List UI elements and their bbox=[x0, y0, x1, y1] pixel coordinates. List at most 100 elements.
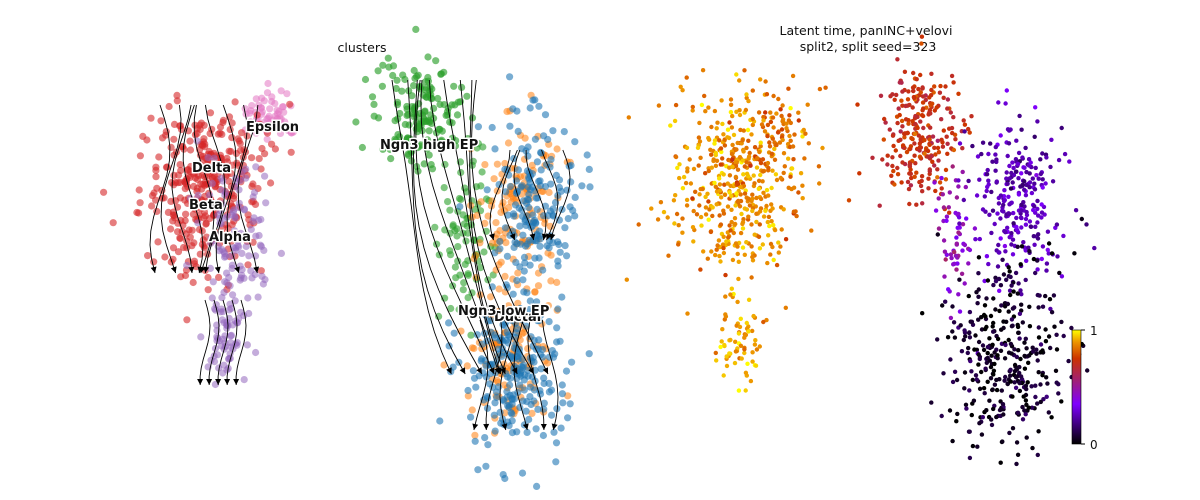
latent-point-left bbox=[786, 86, 791, 91]
latent-point-upper bbox=[878, 93, 884, 99]
latent-point-upper bbox=[921, 125, 926, 131]
cell-point-ngn3-high-ep bbox=[410, 66, 418, 75]
latent-point-bottom bbox=[987, 336, 992, 341]
latent-point-bottom bbox=[976, 362, 981, 367]
latent-point-band bbox=[1023, 145, 1028, 151]
cluster-label-ductal: Ductal bbox=[494, 310, 541, 325]
latent-point-band bbox=[985, 184, 990, 190]
cell-point-ngn3-high-ep bbox=[408, 92, 416, 100]
latent-point-left bbox=[756, 110, 762, 115]
latent-point-left bbox=[719, 195, 724, 200]
latent-point-upper bbox=[903, 103, 908, 109]
latent-point-left bbox=[687, 157, 692, 162]
latent-point-upper bbox=[900, 160, 905, 165]
cell-point-ductal bbox=[553, 324, 561, 332]
cell-point-ductal bbox=[531, 135, 540, 143]
latent-point-left bbox=[677, 175, 682, 181]
cell-point-ductal bbox=[535, 336, 543, 344]
latent-point-left bbox=[788, 120, 793, 126]
latent-point-bottom bbox=[1007, 269, 1012, 274]
latent-point-left bbox=[721, 211, 727, 216]
latent-point-left bbox=[672, 118, 678, 124]
latent-point-left bbox=[751, 173, 756, 178]
latent-point-upper bbox=[906, 186, 912, 192]
cell-point-ngn3-low-ep bbox=[489, 303, 497, 311]
latent-point-bottom bbox=[994, 387, 1000, 393]
cell-point-ngn3-low-ep bbox=[495, 285, 503, 293]
cell-point-delta bbox=[163, 163, 171, 171]
latent-point-connector bbox=[956, 230, 961, 235]
latent-point-left bbox=[733, 221, 738, 227]
latent-point-left bbox=[778, 175, 783, 181]
latent-point-bottom bbox=[993, 307, 998, 312]
latent-point-left bbox=[729, 207, 734, 212]
latent-point-upper bbox=[889, 173, 894, 178]
latent-point-left bbox=[767, 144, 773, 149]
latent-point-left bbox=[698, 214, 704, 220]
latent-point-left bbox=[677, 162, 682, 167]
latent-point-bottom bbox=[992, 382, 998, 387]
latent-point-bottom bbox=[983, 366, 988, 371]
cell-point-ngn3-low-ep bbox=[544, 359, 552, 367]
streamline-arrowhead bbox=[541, 233, 548, 240]
cell-point-alpha bbox=[208, 294, 216, 302]
latent-point-left bbox=[757, 344, 762, 349]
cell-point-beta bbox=[257, 267, 265, 275]
cell-point-ductal bbox=[511, 333, 519, 341]
streamline-ductal bbox=[501, 149, 518, 241]
latent-point-bottom bbox=[1036, 325, 1042, 330]
cell-point-epsilon bbox=[288, 129, 296, 137]
latent-point-left bbox=[685, 311, 690, 316]
latent-point-bottom bbox=[965, 350, 970, 356]
latent-point-bottom bbox=[1012, 347, 1017, 352]
cell-point-ductal bbox=[566, 400, 574, 408]
latent-point-bottom bbox=[1015, 410, 1021, 415]
latent-point-upper bbox=[895, 57, 900, 62]
cell-point-ngn3-high-ep bbox=[387, 155, 395, 163]
latent-point-left bbox=[724, 239, 729, 244]
latent-point-band bbox=[1001, 198, 1007, 204]
latent-point-bottom bbox=[1054, 347, 1060, 352]
latent-point-bottom bbox=[1029, 384, 1034, 389]
latent-point-left bbox=[846, 198, 852, 203]
cell-point-alpha bbox=[250, 188, 259, 197]
latent-point-bottom bbox=[977, 356, 982, 362]
latent-point-left bbox=[752, 145, 758, 150]
cell-point-ngn3-high-ep bbox=[398, 87, 406, 95]
cell-point-ductal bbox=[560, 128, 568, 136]
latent-point-bottom bbox=[1069, 325, 1074, 331]
latent-point-left bbox=[749, 132, 754, 137]
cell-point-ductal bbox=[516, 222, 524, 230]
cell-point-ngn3-high-ep bbox=[440, 184, 448, 192]
latent-point-upper bbox=[894, 92, 899, 98]
latent-point-left bbox=[719, 149, 724, 155]
latent-point-left bbox=[766, 165, 771, 171]
latent-point-left bbox=[728, 337, 733, 343]
latent-point-connector bbox=[959, 271, 965, 276]
latent-point-left bbox=[717, 182, 723, 187]
latent-point-bottom bbox=[1043, 293, 1048, 299]
latent-point-left bbox=[740, 220, 746, 225]
cell-point-ductal bbox=[499, 471, 507, 479]
panel-title-clusters: clusters bbox=[337, 40, 386, 55]
latent-point-bottom bbox=[1019, 244, 1025, 249]
cell-point-ngn3-high-ep bbox=[477, 182, 485, 190]
cell-point-ngn3-high-ep bbox=[464, 229, 472, 237]
latent-point-left bbox=[730, 164, 735, 169]
latent-point-left bbox=[718, 344, 723, 350]
latent-point-bottom bbox=[1000, 402, 1006, 407]
latent-point-left bbox=[763, 110, 768, 115]
latent-point-band bbox=[1014, 169, 1019, 174]
latent-point-left bbox=[806, 141, 811, 146]
latent-point-left bbox=[787, 113, 792, 118]
latent-point-left bbox=[703, 205, 709, 210]
latent-point-upper bbox=[919, 174, 925, 179]
cell-point-ductal bbox=[450, 329, 458, 337]
cell-point-ductal bbox=[509, 210, 518, 218]
cell-point-ngn3-high-ep bbox=[417, 83, 425, 91]
latent-point-left bbox=[774, 142, 779, 148]
cell-point-ngn3-high-ep bbox=[463, 92, 471, 100]
latent-point-left bbox=[787, 133, 792, 139]
cell-point-ductal bbox=[514, 355, 522, 363]
latent-point-upper bbox=[905, 97, 911, 102]
